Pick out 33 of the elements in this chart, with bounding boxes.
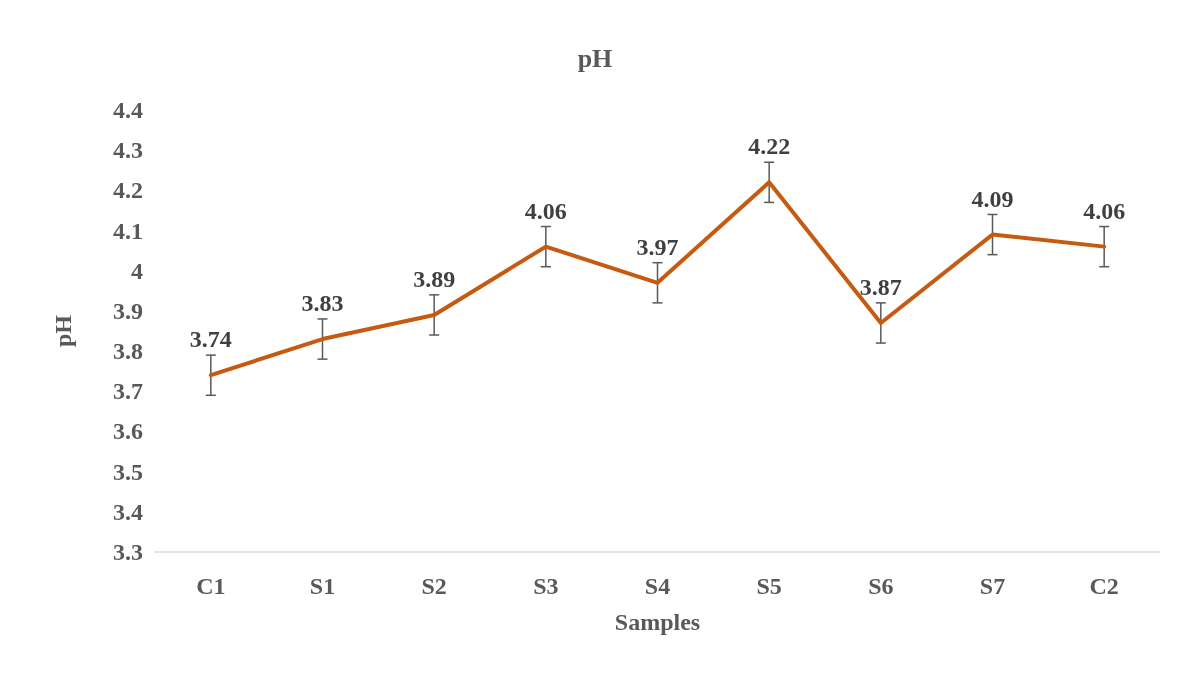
data-label: 4.22 xyxy=(748,133,791,160)
data-label: 3.83 xyxy=(301,290,344,317)
x-tick-label: S7 xyxy=(979,573,1006,599)
data-label: 3.89 xyxy=(413,265,456,292)
x-tick-label: S3 xyxy=(533,573,559,599)
data-label: 3.87 xyxy=(859,273,902,300)
x-tick-label: S2 xyxy=(421,573,447,599)
y-tick-label: 3.3 xyxy=(113,539,143,565)
y-tick-label: 3.8 xyxy=(113,338,143,365)
y-tick-label: 3.7 xyxy=(113,378,143,405)
x-tick-label: S1 xyxy=(309,573,336,599)
x-tick-label: C1 xyxy=(196,573,226,599)
y-tick-label: 4.2 xyxy=(113,177,143,204)
x-tick-label: S6 xyxy=(868,573,894,599)
chart-title: pH xyxy=(577,43,613,73)
data-label: 4.09 xyxy=(971,185,1014,212)
x-tick-label: C2 xyxy=(1089,573,1119,599)
y-axis-title: pH xyxy=(50,314,76,348)
x-axis-title: Samples xyxy=(614,609,701,635)
y-tick-label: 3.4 xyxy=(113,498,143,525)
y-tick-label: 4.1 xyxy=(113,217,143,244)
data-label: 4.06 xyxy=(524,197,567,224)
y-tick-label: 3.5 xyxy=(113,458,143,485)
y-tick-label: 3.9 xyxy=(113,297,143,324)
y-tick-label: 3.6 xyxy=(113,418,143,445)
data-label: 3.97 xyxy=(636,233,679,260)
data-label: 4.06 xyxy=(1083,197,1126,224)
y-tick-label: 4.4 xyxy=(113,97,143,123)
y-tick-label: 4.3 xyxy=(113,137,143,164)
x-tick-label: S5 xyxy=(756,573,782,599)
x-tick-label: S4 xyxy=(644,573,671,599)
y-tick-label: 4 xyxy=(131,257,143,284)
data-label: 3.74 xyxy=(189,326,232,353)
